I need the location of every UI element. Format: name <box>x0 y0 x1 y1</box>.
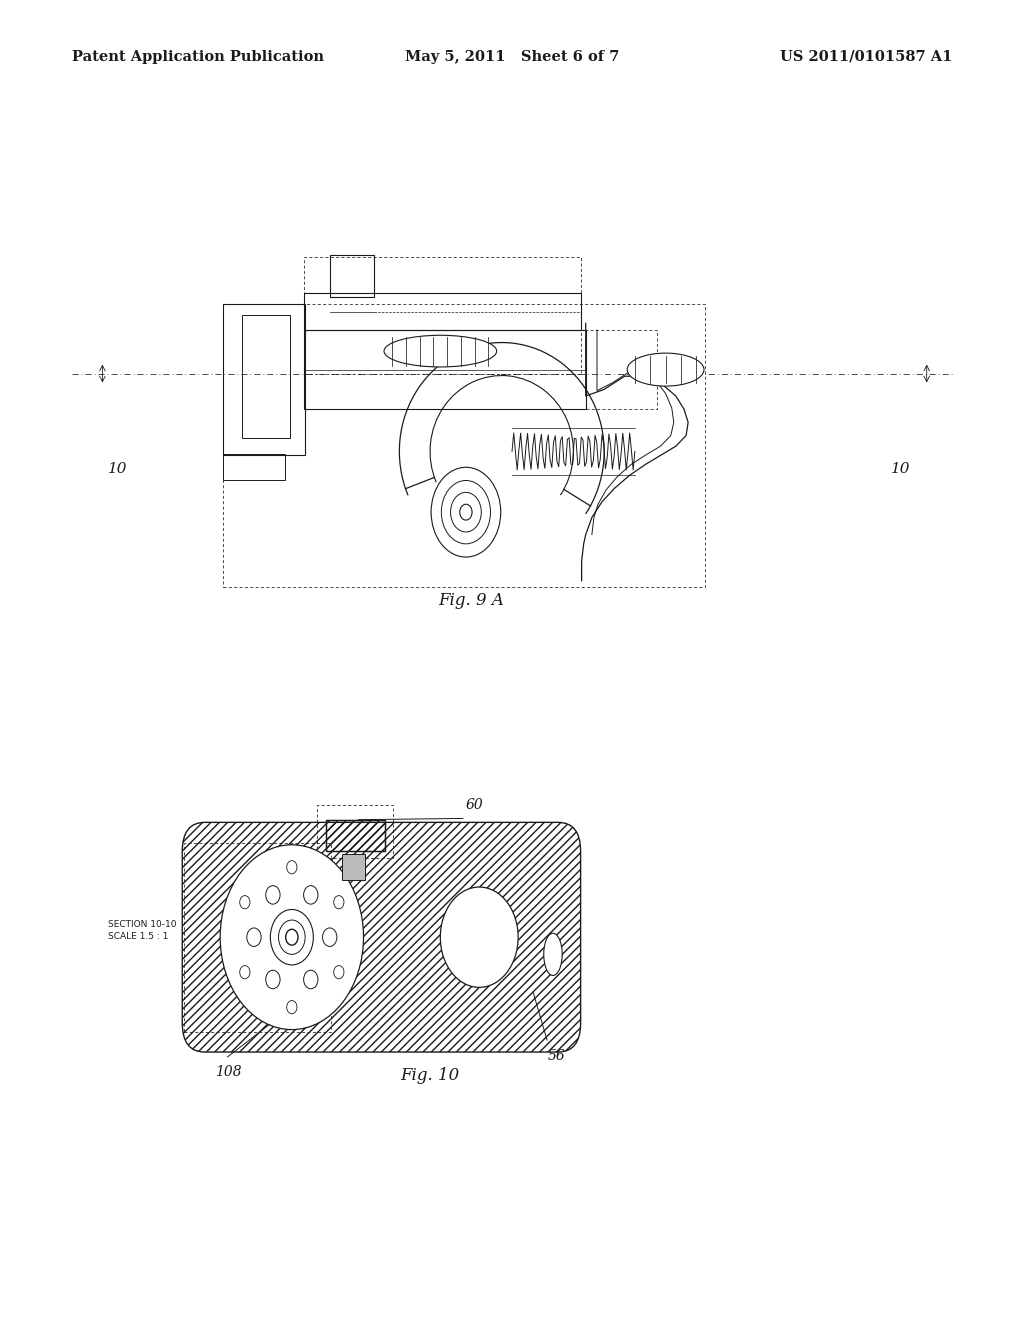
Bar <box>586 330 657 409</box>
Text: 56: 56 <box>548 1049 565 1063</box>
Ellipse shape <box>384 335 497 367</box>
Circle shape <box>247 928 261 946</box>
Circle shape <box>270 909 313 965</box>
Text: Patent Application Publication: Patent Application Publication <box>72 50 324 63</box>
Circle shape <box>287 1001 297 1014</box>
Circle shape <box>431 467 501 557</box>
Circle shape <box>460 504 472 520</box>
Circle shape <box>441 480 490 544</box>
Bar <box>304 257 581 374</box>
Bar <box>326 820 385 851</box>
Circle shape <box>303 970 317 989</box>
Ellipse shape <box>544 933 562 975</box>
Text: 108: 108 <box>215 1065 242 1078</box>
Circle shape <box>240 895 250 908</box>
Bar <box>330 255 374 297</box>
Text: SECTION 10-10
SCALE 1.5 : 1: SECTION 10-10 SCALE 1.5 : 1 <box>108 920 176 941</box>
Circle shape <box>279 920 305 954</box>
Text: May 5, 2011   Sheet 6 of 7: May 5, 2011 Sheet 6 of 7 <box>404 50 620 63</box>
Circle shape <box>451 492 481 532</box>
Circle shape <box>303 886 317 904</box>
Circle shape <box>323 928 337 946</box>
Circle shape <box>220 845 364 1030</box>
Text: 60: 60 <box>466 799 483 812</box>
Bar <box>326 820 385 851</box>
Circle shape <box>334 966 344 979</box>
Bar <box>317 805 393 858</box>
Bar <box>223 304 305 455</box>
Text: 10: 10 <box>108 462 128 475</box>
Bar <box>223 454 285 480</box>
Circle shape <box>440 887 518 987</box>
Bar <box>223 304 705 587</box>
Text: Fig. 9 A: Fig. 9 A <box>438 593 504 609</box>
Circle shape <box>265 970 280 989</box>
Circle shape <box>286 929 298 945</box>
Text: Fig. 10: Fig. 10 <box>400 1068 460 1084</box>
Circle shape <box>265 886 280 904</box>
Bar <box>342 854 365 880</box>
Text: 10: 10 <box>891 462 911 475</box>
Bar <box>326 820 385 851</box>
Bar <box>184 843 331 1032</box>
Circle shape <box>287 861 297 874</box>
Bar <box>304 293 581 330</box>
Circle shape <box>334 895 344 908</box>
Bar <box>242 315 290 438</box>
Circle shape <box>240 966 250 979</box>
Ellipse shape <box>627 354 705 385</box>
Bar <box>304 330 586 409</box>
Text: US 2011/0101587 A1: US 2011/0101587 A1 <box>780 50 952 63</box>
